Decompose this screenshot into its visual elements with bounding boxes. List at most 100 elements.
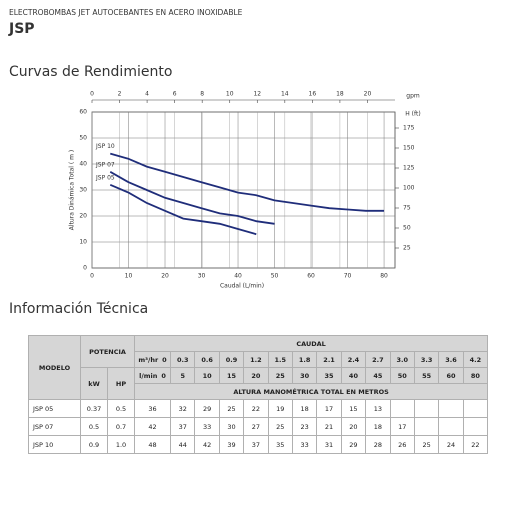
x2-tick-label: 14 (281, 91, 289, 98)
table-cell: MODELO (28, 335, 81, 400)
y2-tick-label: 50 (403, 225, 411, 232)
table-cell (413, 399, 440, 418)
x2-tick-label: 6 (173, 91, 177, 98)
table-cell: 30 (291, 367, 318, 384)
table-cell: kW (80, 367, 108, 400)
table-cell: 40 (340, 367, 367, 384)
series-line (110, 152, 385, 212)
table-cell: CAUDAL (134, 335, 489, 352)
table-cell: 0.6 (194, 351, 220, 368)
series-line (109, 183, 257, 236)
table-cell: 2.4 (340, 351, 367, 368)
x2-tick-label: 16 (309, 91, 317, 98)
y-tick-label: 60 (79, 109, 87, 116)
table-cell: 26 (389, 435, 415, 454)
x2-tick-label: 20 (364, 91, 372, 98)
y2-tick-label: 150 (403, 145, 415, 152)
x-tick-label: 20 (161, 273, 169, 280)
table-cell: 0.3 (170, 351, 196, 368)
table-cell: 0.9 (218, 351, 245, 368)
section-title: Curvas de Rendimiento (9, 64, 172, 80)
x-tick-label: 80 (380, 273, 388, 280)
table-cell: 21 (316, 417, 342, 436)
table-cell: 3.6 (438, 351, 464, 368)
series-line (109, 171, 275, 225)
table-cell: HP (106, 367, 136, 400)
y-tick-label: 0 (83, 265, 87, 272)
x2-tick-label: 4 (145, 91, 149, 98)
table-cell: 0.5 (106, 399, 136, 418)
y-tick-label: 50 (79, 135, 87, 142)
table-cell: 42 (134, 417, 172, 436)
table-cell: 17 (316, 399, 342, 418)
x-tick-label: 60 (307, 273, 315, 280)
table-cell: 25 (218, 399, 245, 418)
table-cell: 42 (194, 435, 220, 454)
y2-axis-label: H (ft) (405, 111, 420, 118)
table-cell: 55 (413, 367, 440, 384)
table-cell (438, 417, 464, 436)
series-label: JSP 05 (95, 174, 115, 181)
subtitle: ELECTROBOMBAS JET AUTOCEBANTES EN ACERO … (9, 8, 243, 17)
spec-table: MODELO POTENCIA CAUDAL m³/hr 0 0.3 0.6 0.9 1.2 1.… (28, 335, 489, 454)
table-cell: 17 (389, 417, 415, 436)
table-cell: 19 (267, 399, 293, 418)
table-cell: JSP 05 (28, 399, 81, 418)
table-cell: 2.1 (316, 351, 342, 368)
table-cell: 15 (218, 367, 245, 384)
table-cell (462, 399, 489, 418)
table-cell: 35 (267, 435, 293, 454)
table-cell: 35 (316, 367, 342, 384)
table-cell (462, 417, 489, 436)
unit: l/min (139, 371, 158, 380)
table-cell: 44 (170, 435, 196, 454)
x2-axis-label: gpm (406, 93, 420, 100)
y-tick-label: 40 (79, 161, 87, 168)
table-cell: 39 (218, 435, 245, 454)
value: 0 (162, 355, 167, 364)
table-cell: 0.37 (80, 399, 108, 418)
y2-tick-label: 175 (403, 125, 415, 132)
table-cell: 25 (267, 367, 293, 384)
table-cell: 33 (194, 417, 220, 436)
table-cell: 15 (340, 399, 367, 418)
x-tick-label: 30 (198, 273, 206, 280)
y-tick-label: 20 (79, 213, 87, 220)
table-cell: 18 (365, 417, 391, 436)
table-cell: JSP 10 (28, 435, 81, 454)
x-tick-label: 0 (90, 273, 94, 280)
table-cell: 3.3 (413, 351, 440, 368)
x-axis-label: Caudal (L/min) (220, 283, 264, 290)
table-cell: 5 (170, 367, 196, 384)
x-tick-label: 40 (234, 273, 242, 280)
table-cell: 1.0 (106, 435, 136, 454)
table-cell: 45 (365, 367, 391, 384)
table-cell: 31 (316, 435, 342, 454)
y2-tick-label: 125 (403, 165, 415, 172)
x2-tick-label: 0 (90, 91, 94, 98)
table-cell: 23 (291, 417, 318, 436)
table-cell: 60 (438, 367, 464, 384)
table-cell: 0.7 (106, 417, 136, 436)
x-tick-label: 10 (125, 273, 133, 280)
table-cell: POTENCIA (79, 335, 136, 368)
table-cell (413, 417, 440, 436)
table-cell: l/min 0 (134, 367, 172, 384)
table-cell: 13 (365, 399, 391, 418)
table-cell: 33 (291, 435, 318, 454)
table-cell: 4.2 (462, 351, 489, 368)
table-cell: JSP 07 (28, 417, 81, 436)
y-axis-label: Altura Dinámica Total ( m ) (69, 150, 76, 230)
y-tick-label: 30 (79, 187, 87, 194)
section-title: Información Técnica (9, 301, 148, 317)
table-row: JSP 10 0.9 1.0 48 44 42 39 37 35 33 31 29 28 26 25 24 22 (28, 435, 489, 454)
y2-tick-label: 100 (403, 185, 415, 192)
table-cell: 25 (267, 417, 293, 436)
series-label: JSP 10 (95, 143, 115, 150)
y-tick-label: 10 (79, 239, 87, 246)
x2-tick-label: 8 (200, 91, 204, 98)
x2-tick-label: 10 (226, 91, 234, 98)
x-tick-label: 50 (271, 273, 279, 280)
x2-tick-label: 18 (336, 91, 344, 98)
